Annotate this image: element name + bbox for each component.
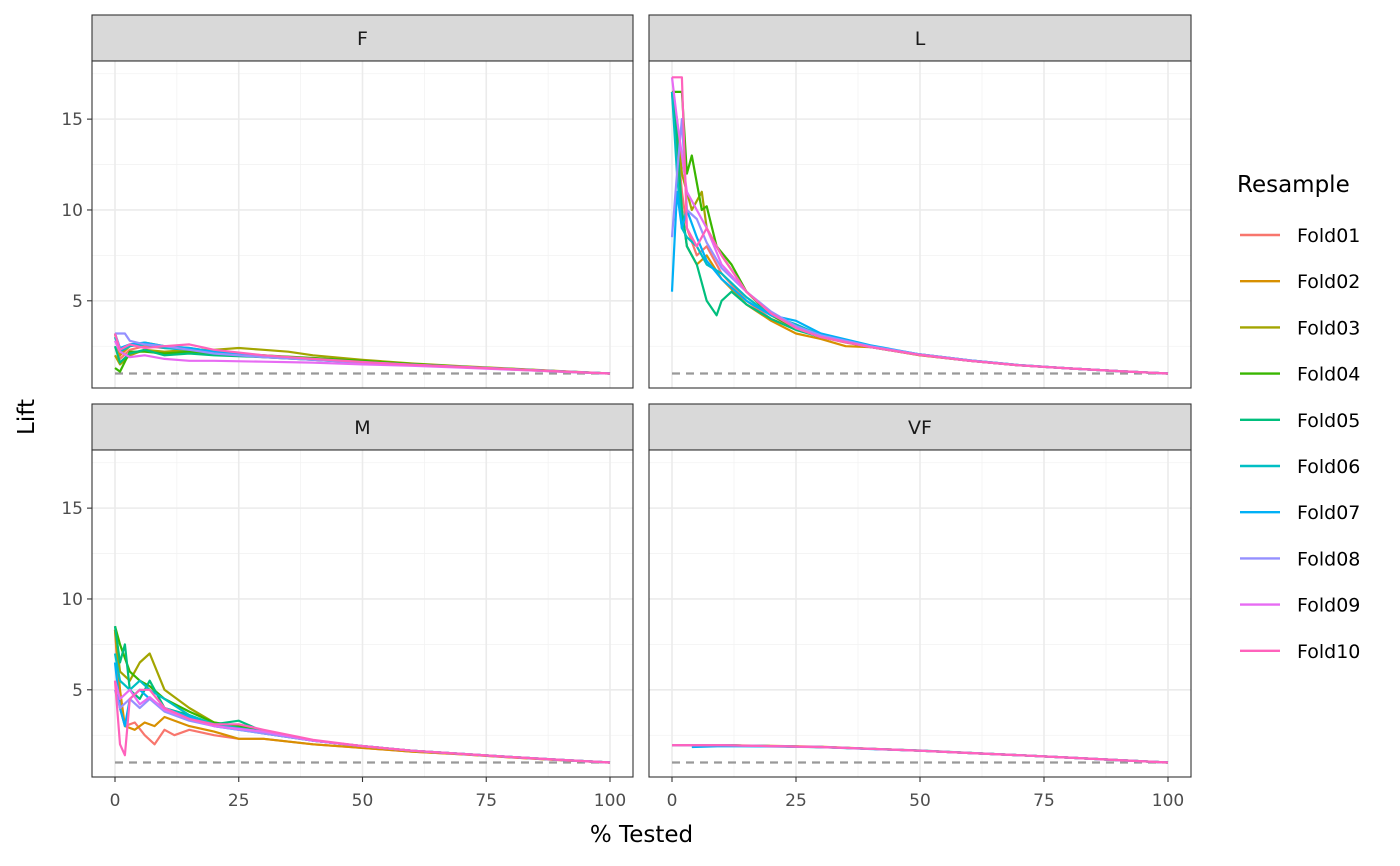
strip-background [91,14,634,62]
legend-label: Fold08 [1297,548,1360,570]
panel-border [648,60,1192,389]
strip-background [648,14,1192,62]
facet-panel-f: F [91,14,634,389]
series-line-fold10 [113,333,611,375]
series-line-fold10 [113,680,611,764]
y-tick-label: 10 [61,201,83,221]
strip-label: VF [908,417,932,439]
y-tick-label: 5 [72,292,83,312]
x-tick-label: 75 [475,791,497,811]
series-line-fold10 [672,744,1169,764]
facet-panels: F L M VF [91,14,1192,778]
panel-border [91,60,634,389]
strip-label: F [357,28,368,50]
x-axis-title: % Tested [590,822,693,848]
x-tick-label: 25 [785,791,807,811]
facet-panel-l: L [648,14,1192,389]
x-tick-label: 50 [909,791,931,811]
strip-background [648,403,1192,451]
legend-label: Fold05 [1297,410,1360,432]
legend-label: Fold02 [1297,271,1360,293]
legend: Resample Fold01 Fold02 Fold03 Fold04 Fold05 F… [1237,172,1360,663]
legend-label: Fold10 [1297,641,1360,663]
x-tick-label: 100 [594,791,626,811]
axes: 5 10 15 5 10 15 0 25 50 75 100 0 25 50 75 100 [61,110,1184,811]
facet-panel-vf: VF [648,403,1192,778]
legend-label: Fold07 [1297,502,1360,524]
legend-label: Fold01 [1297,225,1360,247]
legend-label: Fold09 [1297,595,1360,617]
strip-label: M [354,417,370,439]
x-tick-label: 0 [110,791,121,811]
legend-label: Fold06 [1297,456,1360,478]
facet-panel-m: M [91,403,634,778]
x-tick-label: 100 [1152,791,1184,811]
legend-label: Fold04 [1297,364,1360,386]
y-tick-label: 15 [61,499,83,519]
series-line-fold10 [672,76,1169,375]
legend-label: Fold03 [1297,317,1360,339]
y-tick-label: 5 [72,681,83,701]
legend-title: Resample [1237,172,1350,198]
x-tick-label: 0 [667,791,678,811]
x-tick-label: 25 [228,791,250,811]
x-tick-label: 75 [1033,791,1055,811]
y-tick-label: 10 [61,590,83,610]
y-tick-label: 15 [61,110,83,130]
strip-label: L [915,28,926,50]
x-tick-label: 50 [352,791,374,811]
y-axis-title: Lift [14,399,40,435]
strip-background [91,403,634,451]
